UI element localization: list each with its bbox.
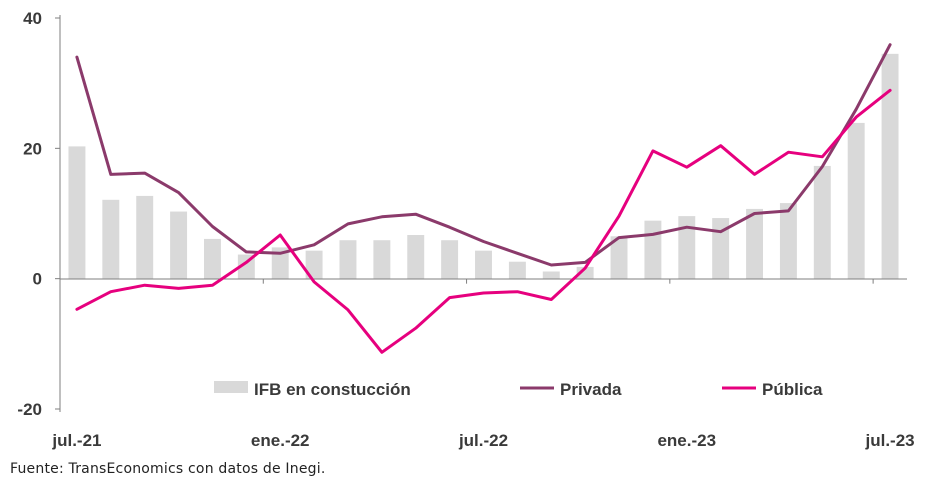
bar-ifb: [407, 235, 425, 279]
x-tick-label: jul.-22: [458, 431, 508, 450]
legend-label: Pública: [762, 380, 823, 399]
bar-ifb: [441, 240, 459, 279]
legend-swatch-ifb: [214, 381, 248, 393]
bar-ifb: [746, 208, 764, 279]
bar-ifb: [136, 195, 154, 279]
y-tick-label: 40: [23, 9, 42, 28]
bar-ifb: [102, 199, 120, 279]
x-tick-label: ene.-22: [251, 431, 310, 450]
bar-ifb: [68, 146, 86, 279]
bar-ifb: [644, 220, 662, 279]
line-publica: [75, 88, 892, 354]
bar-ifb: [813, 165, 831, 279]
lines-layer: [75, 43, 892, 354]
source-note: Fuente: TransEconomics con datos de Ineg…: [10, 461, 326, 477]
legend-label: IFB en constucción: [254, 380, 411, 399]
bar-ifb: [373, 240, 391, 279]
bar-ifb: [271, 247, 289, 279]
bar-ifb: [610, 236, 628, 279]
bar-ifb: [339, 240, 357, 279]
bar-ifb: [847, 122, 865, 279]
bar-ifb: [170, 211, 188, 279]
bar-ifb: [576, 266, 594, 279]
bar-ifb: [508, 261, 526, 279]
bar-ifb: [475, 250, 492, 279]
axes-layer: [59, 15, 907, 412]
bar-ifb: [881, 53, 899, 279]
line-privada: [75, 43, 892, 267]
bar-ifb: [305, 250, 323, 279]
y-tick-label: -20: [17, 400, 42, 419]
y-tick-label: 20: [23, 139, 42, 158]
x-tick-label: jul.-21: [51, 431, 101, 450]
x-tick-label: jul.-23: [864, 431, 914, 450]
legend: IFB en constucción Privada Pública: [214, 380, 823, 399]
bars-layer: [68, 53, 899, 279]
x-tick-label: ene.-23: [657, 431, 716, 450]
y-tick-label: 0: [33, 270, 42, 289]
bar-ifb: [712, 218, 730, 279]
bar-ifb: [203, 238, 221, 279]
legend-label: Privada: [560, 380, 622, 399]
bar-ifb: [542, 271, 560, 279]
y-ticks: 40 20 0 -20: [17, 9, 60, 419]
bar-ifb: [678, 216, 696, 279]
x-ticks: jul.-21 ene.-22 jul.-22 ene.-23 jul.-23: [51, 278, 915, 450]
bar-ifb: [779, 203, 797, 279]
